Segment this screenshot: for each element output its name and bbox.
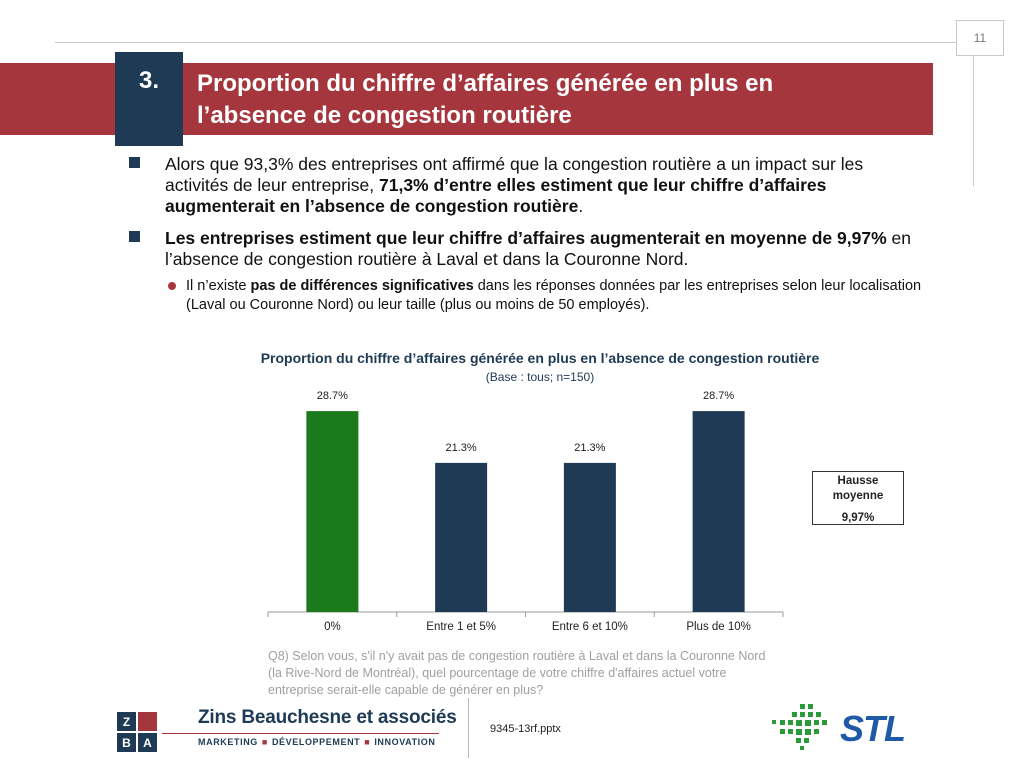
- zba-letter-b: B: [117, 733, 136, 752]
- company-name: Zins Beauchesne et associés: [198, 707, 457, 728]
- tagline-item: DÉVELOPPEMENT: [271, 737, 361, 747]
- right-rule: [973, 56, 974, 186]
- category-label: Plus de 10%: [686, 621, 751, 633]
- average-increase-box: Hausse moyenne 9,97%: [812, 471, 904, 525]
- title-line-1: Proportion du chiffre d’affaires générée…: [197, 70, 774, 97]
- round-bullet-icon: [168, 282, 176, 290]
- square-bullet-icon: [129, 157, 140, 168]
- company-rule: [162, 733, 439, 734]
- tagline-item: INNOVATION: [374, 737, 436, 747]
- average-value: 9,97%: [841, 512, 875, 524]
- bar-chart: 28.7% 0% 21.3% Entre 1 et 5% 21.3% Entre 6 et…: [267, 380, 784, 635]
- sub-bullet-text-bold: pas de différences significatives: [250, 278, 474, 294]
- bullet-list: Alors que 93,3% des entreprises ont affi…: [128, 154, 928, 315]
- stl-logo-text: STL: [840, 708, 906, 749]
- survey-question: Q8) Selon vous, s'il n'y avait pas de co…: [268, 649, 766, 697]
- bullet-1-text-bold: 71,3% d’entre elles estiment que leur ch…: [165, 175, 827, 216]
- category-label: Entre 6 et 10%: [551, 621, 628, 633]
- zba-letter-a: A: [138, 733, 157, 752]
- average-label-line-1: Hausse: [837, 475, 879, 487]
- bullet-2: Les entreprises estiment que leur chiffr…: [128, 228, 928, 270]
- bar-value-label: 28.7%: [316, 390, 348, 403]
- bar-value-label: 21.3%: [574, 441, 606, 454]
- title-line-2: l’absence de congestion routière: [197, 102, 572, 129]
- tagline-separator: ■: [364, 737, 371, 747]
- square-bullet-icon: [129, 231, 140, 242]
- section-number: 3.: [115, 52, 183, 146]
- zba-red-square: [138, 712, 157, 731]
- zba-letter-z: Z: [117, 712, 136, 731]
- bar-value-label: 28.7%: [703, 390, 735, 403]
- bar-value-label: 21.3%: [445, 441, 477, 454]
- sub-bullet: Il n’existe pas de différences significa…: [165, 277, 928, 315]
- file-name: 9345-13rf.pptx: [490, 723, 561, 735]
- category-label: 0%: [324, 621, 341, 633]
- top-rule: [55, 42, 973, 43]
- average-label-line-2: moyenne: [832, 490, 884, 502]
- bullet-2-text-c: en l’absence de congestion routière à La…: [165, 228, 911, 269]
- bullet-1-text-c: .: [578, 196, 584, 216]
- bullet-1: Alors que 93,3% des entreprises ont affi…: [128, 154, 928, 217]
- bar-1: [306, 411, 359, 612]
- page-title: Proportion du chiffre d’affaires générée…: [197, 68, 917, 132]
- page-number: 11: [956, 20, 1004, 56]
- bullet-2-text-bold: Les entreprises estiment que leur chiffr…: [165, 228, 887, 248]
- chart-title: Proportion du chiffre d’affaires générée…: [260, 350, 820, 366]
- bar-3: [563, 462, 616, 612]
- sub-bullet-text-a: Il n’existe: [186, 278, 251, 294]
- company-tagline: MARKETING ■ DÉVELOPPEMENT ■ INNOVATION: [198, 737, 435, 747]
- category-label: Entre 1 et 5%: [426, 621, 496, 633]
- bullet-1-text-a: Alors que 93,3% des entreprises ont affi…: [165, 154, 864, 195]
- bar-2: [435, 462, 488, 612]
- footer-divider: [468, 698, 469, 758]
- stl-dots-icon: [772, 704, 827, 750]
- chart-subtitle: (Base : tous; n=150): [485, 370, 595, 384]
- tagline-separator: ■: [261, 737, 268, 747]
- sub-bullet-text-c: dans les réponses données par les entrep…: [186, 278, 922, 313]
- tagline-item: MARKETING: [198, 737, 258, 747]
- zba-logo: Z B A: [117, 712, 157, 752]
- bar-4: [692, 411, 745, 612]
- bar-chart-svg: [267, 411, 784, 617]
